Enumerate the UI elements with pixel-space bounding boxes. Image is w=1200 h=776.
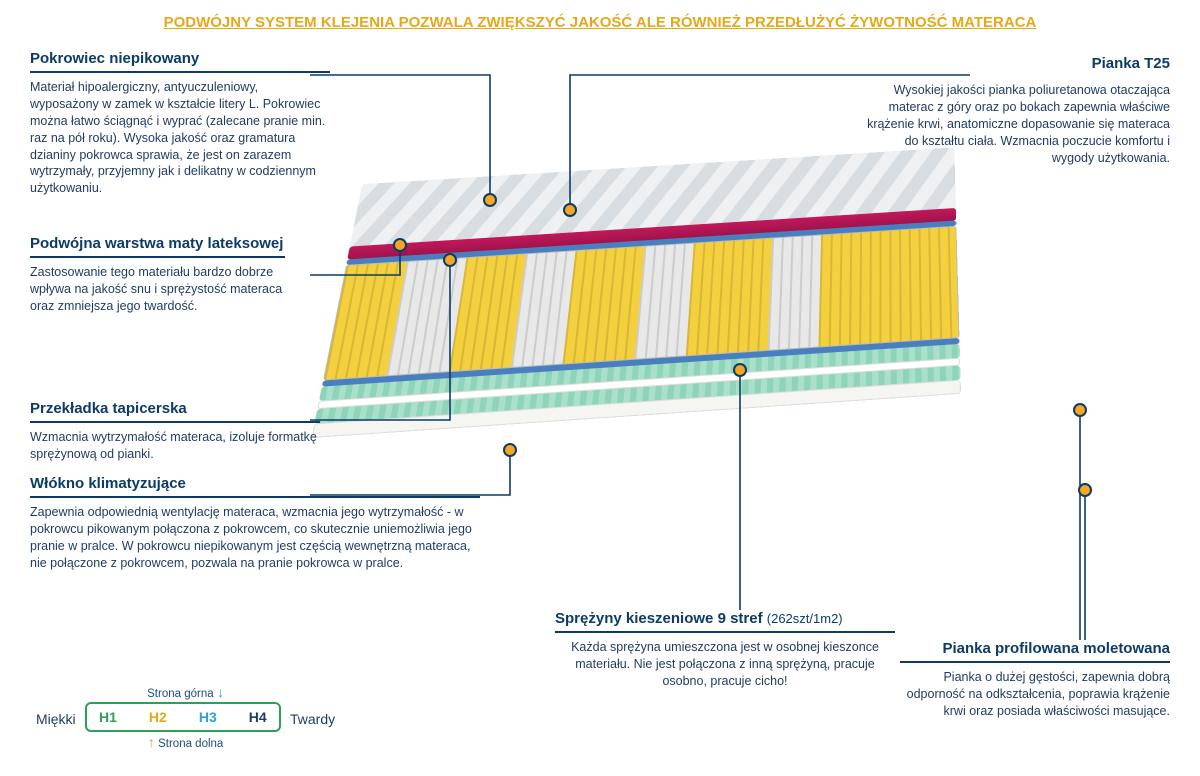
page-title: PODWÓJNY SYSTEM KLEJENIA POZWALA ZWIĘKSZ… bbox=[0, 0, 1200, 39]
callout-body: Materiał hipoalergiczny, antyuczuleniowy… bbox=[30, 79, 330, 197]
callout-t25: Pianka T25 Wysokiej jakości pianka poliu… bbox=[860, 55, 1170, 166]
bottom-side-label: Strona dolna bbox=[158, 738, 223, 750]
callout-title: Podwójna warstwa maty lateksowej bbox=[30, 235, 285, 258]
callout-body: Zapewnia odpowiednią wentylację materaca… bbox=[30, 504, 480, 572]
callout-pokrowiec: Pokrowiec niepikowany Materiał hipoalerg… bbox=[30, 50, 330, 197]
callout-title-text: Sprężyny kieszeniowe 9 stref bbox=[555, 610, 763, 627]
top-side-label: Strona górna bbox=[147, 688, 214, 700]
callout-body: Zastosowanie tego materiału bardzo dobrz… bbox=[30, 264, 285, 315]
callout-wlokno: Włókno klimatyzujące Zapewnia odpowiedni… bbox=[30, 475, 480, 572]
arrow-down-icon: ↓ bbox=[217, 684, 224, 700]
callout-sprezyny: Sprężyny kieszeniowe 9 stref (262szt/1m2… bbox=[555, 610, 895, 690]
soft-label: Miękki bbox=[30, 711, 82, 727]
callout-title: Pianka T25 bbox=[860, 55, 1170, 76]
callout-moletowana: Pianka profilowana moletowana Pianka o d… bbox=[900, 640, 1170, 720]
h1-level: H1 bbox=[99, 709, 117, 725]
callout-body: Wysokiej jakości pianka poliuretanowa ot… bbox=[860, 82, 1170, 166]
h3-level: H3 bbox=[199, 709, 217, 725]
callout-body: Wzmacnia wytrzymałość materaca, izoluje … bbox=[30, 429, 320, 463]
callout-body: Pianka o dużej gęstości, zapewnia dobrą … bbox=[900, 669, 1170, 720]
hardness-scale: Strona górna ↓ Miękki H1 H2 H3 H4 Twardy… bbox=[30, 682, 341, 752]
arrow-up-icon: ↑ bbox=[148, 734, 155, 750]
callout-przekladka: Przekładka tapicerska Wzmacnia wytrzymał… bbox=[30, 400, 320, 463]
callout-body: Każda sprężyna umieszczona jest w osobne… bbox=[555, 639, 895, 690]
callout-title: Pokrowiec niepikowany bbox=[30, 50, 330, 73]
hard-label: Twardy bbox=[284, 711, 341, 727]
h2-level: H2 bbox=[149, 709, 167, 725]
callout-lateks: Podwójna warstwa maty lateksowej Zastoso… bbox=[30, 235, 285, 315]
callout-title: Przekładka tapicerska bbox=[30, 400, 320, 423]
h4-level: H4 bbox=[249, 709, 267, 725]
callout-title: Włókno klimatyzujące bbox=[30, 475, 480, 498]
callout-title: Pianka profilowana moletowana bbox=[900, 640, 1170, 663]
callout-subtitle: (262szt/1m2) bbox=[767, 611, 843, 626]
callout-title: Sprężyny kieszeniowe 9 stref (262szt/1m2… bbox=[555, 610, 895, 633]
hardness-box: H1 H2 H3 H4 bbox=[85, 702, 281, 732]
